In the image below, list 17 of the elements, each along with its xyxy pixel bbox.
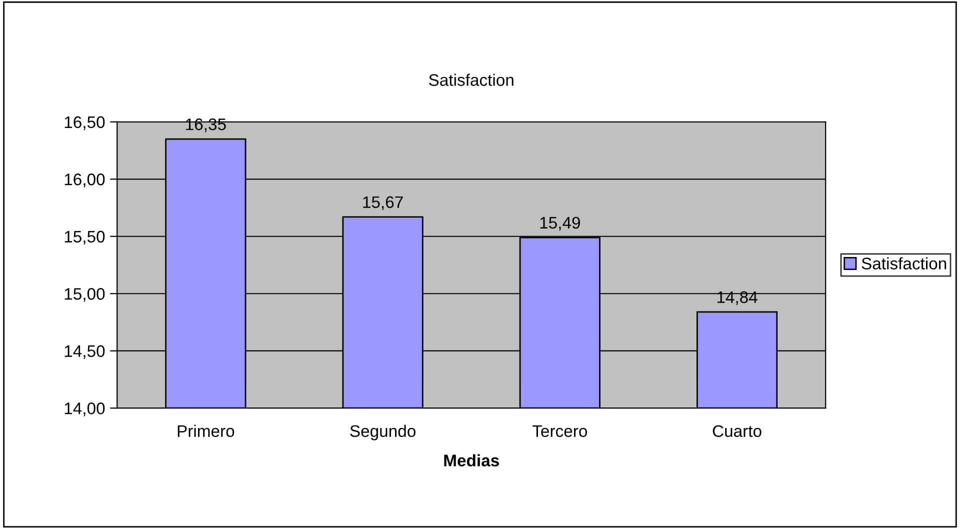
y-tick-label: 14,50	[64, 345, 105, 360]
data-label: 15,67	[363, 196, 403, 210]
y-tick-label: 15,00	[64, 288, 105, 302]
data-label: 16,35	[186, 118, 226, 132]
x-tick-label: Tercero	[532, 425, 588, 438]
y-tick-label: 16,00	[64, 174, 105, 188]
x-tick-label: Segundo	[350, 424, 416, 440]
x-tick-label: Cuarto	[712, 425, 762, 438]
data-label: 14,84	[717, 291, 758, 306]
y-tick-label: 15,50	[64, 230, 105, 245]
legend-label: Satisfaction	[862, 257, 946, 270]
y-tick-label: 16,50	[64, 116, 105, 130]
chart-title: Satisfaction	[429, 74, 514, 86]
x-axis-title: Medias	[444, 454, 499, 466]
x-tick-label: Primero	[178, 424, 234, 438]
data-label: 15,49	[540, 216, 580, 231]
y-tick-label: 14,00	[64, 402, 105, 416]
